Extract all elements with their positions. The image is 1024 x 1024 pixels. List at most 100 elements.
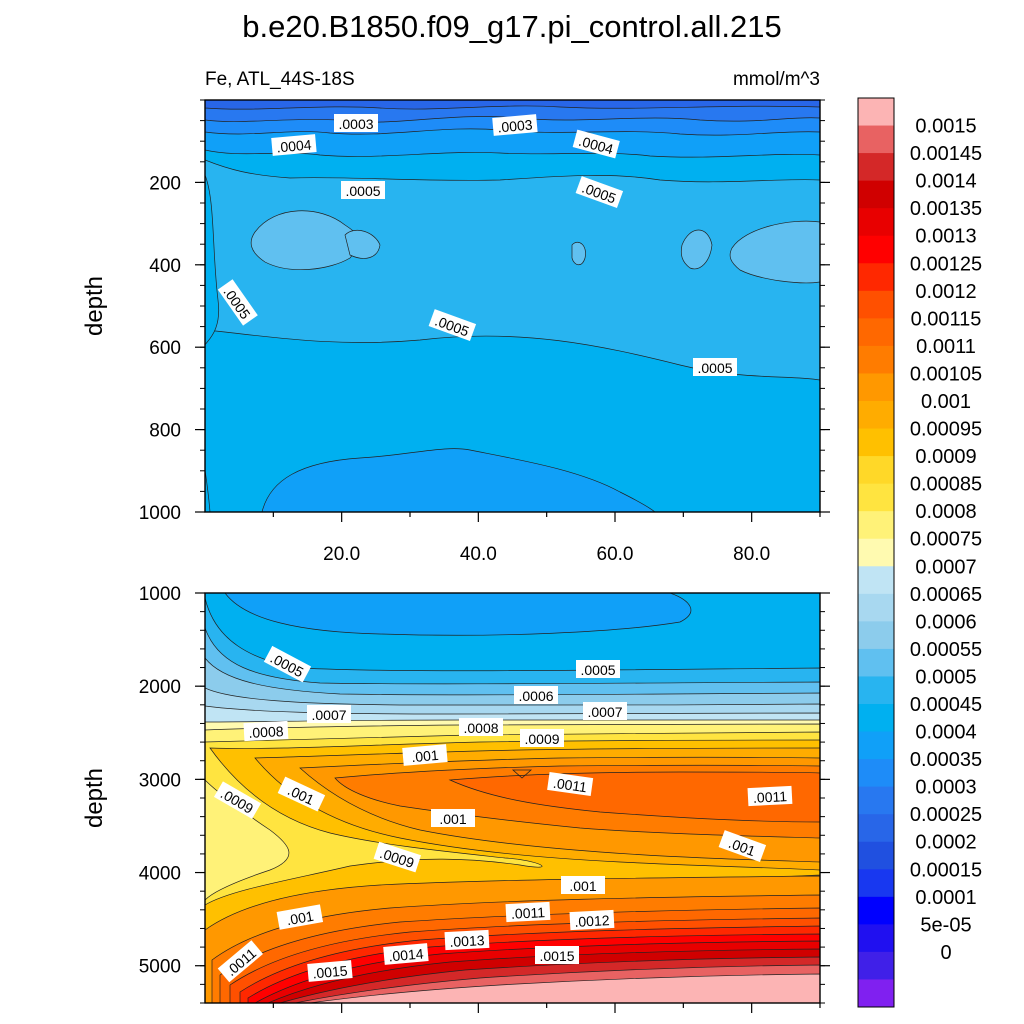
colorbar-swatch — [858, 125, 894, 154]
colorbar-label: 0.00105 — [910, 363, 982, 385]
colorbar-label: 5e-05 — [920, 914, 971, 936]
lower-y-axis: 1000 2000 3000 4000 5000 — [139, 584, 830, 1004]
colorbar-swatch — [858, 759, 894, 788]
upper-blob-5 — [729, 220, 820, 284]
colorbar-swatch — [858, 511, 894, 540]
clabel-l16: .001 — [569, 878, 596, 894]
colorbar-label: 0.0004 — [915, 722, 976, 744]
upper-fill-00040-deep — [261, 448, 656, 512]
clabel-l3: .0007 — [311, 707, 346, 723]
colorbar-swatch — [858, 704, 894, 733]
clabel-u2: .0004 — [276, 136, 313, 155]
colorbar-label: 0.00075 — [910, 529, 982, 551]
colorbar: 0.0015 0.00145 0.0014 0.00135 0.0013 0.00125 0… — [857, 97, 982, 1008]
colorbar-swatch — [858, 98, 894, 127]
clabel-l6: .0008 — [463, 720, 498, 736]
lower-fill-00040 — [224, 593, 692, 636]
upper-blob-4 — [680, 229, 713, 270]
colorbar-swatch — [858, 428, 894, 457]
upper-xtick-label: 80.0 — [733, 544, 770, 565]
colorbar-swatch — [858, 593, 894, 622]
lower-ytick-label: 5000 — [139, 957, 181, 978]
colorbar-swatch — [858, 180, 894, 209]
clabel-l19: .0012 — [574, 912, 610, 930]
colorbar-swatch — [858, 869, 894, 898]
upper-xtick-label: 60.0 — [597, 544, 634, 565]
upper-contour-labels: .0003 .0003 .0004 .0004 .0005 .0005 .000… — [217, 114, 737, 376]
lower-fill-00110 — [448, 771, 820, 823]
upper-xtick-label: 20.0 — [323, 544, 360, 565]
colorbar-swatch — [858, 456, 894, 485]
colorbar-label: 0.00095 — [910, 419, 982, 441]
clabel-l21: .0014 — [388, 945, 425, 964]
colorbar-label: 0.0014 — [915, 171, 976, 193]
clabel-u4: .0005 — [345, 183, 380, 199]
clabel-l2: .0006 — [518, 688, 553, 704]
colorbar-swatch — [858, 621, 894, 650]
clabel-l7: .0009 — [524, 731, 559, 747]
lower-triangle-contour — [511, 769, 533, 779]
upper-ytick-label: 800 — [149, 421, 181, 442]
clabel-l22: .0015 — [312, 962, 349, 981]
upper-blob-1 — [250, 210, 360, 271]
clabel-l17: .001 — [285, 908, 315, 929]
colorbar-swatch — [858, 841, 894, 870]
clabel-l1: .0005 — [580, 662, 615, 678]
colorbar-label: 0.00045 — [910, 694, 982, 716]
variable-label: Fe, ATL_44S-18S — [205, 69, 355, 90]
lower-x-axis — [272, 1003, 821, 1013]
colorbar-swatch — [858, 951, 894, 980]
colorbar-label: 0.00115 — [911, 308, 982, 330]
upper-blob-3 — [571, 241, 586, 266]
lower-ytick-label: 2000 — [139, 677, 181, 698]
colorbar-swatch — [858, 538, 894, 567]
lower-contour-field — [205, 593, 820, 1003]
clabel-l4: .0007 — [587, 704, 622, 720]
upper-y-label: depth — [81, 276, 108, 336]
lower-y-label: depth — [81, 768, 108, 828]
colorbar-swatch — [858, 153, 894, 182]
colorbar-label: 0.0006 — [915, 611, 976, 633]
lower-ytick-label: 1000 — [139, 584, 181, 605]
clabel-l11: .001 — [439, 811, 466, 827]
colorbar-swatch — [858, 731, 894, 760]
colorbar-swatch — [858, 401, 894, 430]
units-label: mmol/m^3 — [733, 69, 820, 90]
colorbar-swatch — [858, 345, 894, 374]
clabel-l8: .001 — [411, 747, 440, 765]
upper-fill-00025 — [205, 100, 820, 110]
colorbar-label: 0.00135 — [910, 198, 982, 220]
colorbar-label: 0.00025 — [910, 804, 982, 826]
colorbar-label: 0.0013 — [915, 226, 976, 248]
upper-ytick-label: 600 — [149, 338, 181, 359]
upper-ytick-label: 400 — [149, 256, 181, 277]
upper-y-axis: 200 400 600 800 1000 — [139, 99, 830, 524]
colorbar-swatch — [858, 263, 894, 292]
colorbar-label: 0.001 — [921, 391, 971, 413]
colorbar-label: 0.0008 — [915, 501, 976, 523]
colorbar-swatch — [858, 566, 894, 595]
clabel-u0: .0003 — [338, 116, 373, 132]
colorbar-label: 0.0007 — [915, 556, 976, 578]
colorbar-label: 0.00035 — [910, 749, 982, 771]
colorbar-label: 0 — [940, 942, 951, 964]
lower-fill-b0015 — [309, 973, 820, 1003]
colorbar-swatch — [858, 676, 894, 705]
colorbar-swatch — [858, 373, 894, 402]
upper-fill-0005-left — [205, 174, 220, 346]
colorbar-label: 0.00085 — [910, 474, 982, 496]
clabel-l12: .0011 — [552, 775, 588, 796]
upper-ytick-label: 200 — [149, 173, 181, 194]
colorbar-label: 0.00055 — [910, 639, 982, 661]
colorbar-swatch — [858, 483, 894, 512]
colorbar-label: 0.0002 — [915, 832, 976, 854]
upper-fill-edge — [205, 469, 211, 512]
colorbar-label: 0.00065 — [910, 584, 982, 606]
clabel-l24: .0015 — [539, 948, 574, 964]
colorbar-swatch — [858, 318, 894, 347]
colorbar-swatch — [858, 648, 894, 677]
clabel-u1: .0003 — [497, 116, 534, 135]
colorbar-label: 0.0015 — [915, 116, 976, 138]
colorbar-label: 0.00015 — [910, 859, 982, 881]
